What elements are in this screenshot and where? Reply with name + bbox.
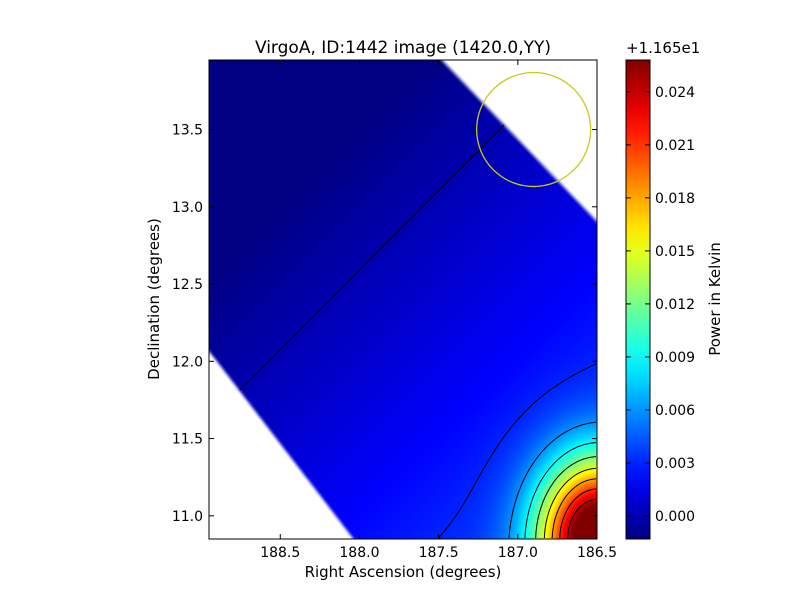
colorbar-tick-label: 0.018 (655, 191, 695, 207)
contour-line (559, 488, 597, 539)
colorbar-offset-text: +1.165e1 (626, 39, 700, 57)
contour-lines (239, 124, 597, 539)
colorbar-label: Power in Kelvin (706, 242, 724, 356)
colorbar-tick-label: 0.006 (655, 403, 695, 419)
colorbar-tick-label: 0.024 (655, 85, 695, 101)
colorbar-tick-label: 0.021 (655, 138, 695, 154)
colorbar-tick-label: 0.009 (655, 350, 695, 366)
x-tick-label: 188.5 (260, 545, 300, 561)
contour-line (543, 467, 597, 539)
plot-area (208, 59, 598, 540)
colorbar-tick-label: 0.003 (655, 456, 695, 472)
x-axis-label: Right Ascension (degrees) (305, 563, 502, 581)
plot-frame (208, 59, 598, 540)
heatmap-image (209, 60, 597, 539)
y-axis-ticks: 11.0 11.5 12.0 12.5 13.0 13.5 (172, 123, 597, 525)
y-tick-label: 11.0 (172, 509, 203, 525)
contour-line (567, 498, 597, 539)
source-circle-marker (475, 71, 592, 188)
contour-line (551, 478, 597, 539)
contour-line (524, 442, 597, 539)
contour-line (535, 456, 597, 539)
x-tick-label: 187.0 (498, 545, 538, 561)
x-tick-label: 188.0 (339, 545, 379, 561)
colorbar-frame (625, 59, 651, 540)
y-tick-label: 13.0 (172, 200, 203, 216)
y-tick-label: 11.5 (172, 432, 203, 448)
y-tick-label: 13.5 (172, 123, 203, 139)
colorbar-ticks: 0.000 0.003 0.006 0.009 0.012 0.015 0.018 0.021… (626, 85, 695, 525)
chart-title: VirgoA, ID:1442 image (1420.0,YY) (255, 38, 551, 58)
colorbar-tick-label: 0.012 (655, 297, 695, 313)
contour-line (438, 363, 597, 539)
x-tick-label: 187.5 (419, 545, 459, 561)
x-tick-label: 186.5 (577, 545, 617, 561)
contour-line (508, 421, 596, 539)
y-axis-label: Declination (degrees) (145, 218, 163, 380)
colorbar-gradient (626, 60, 650, 539)
y-tick-label: 12.0 (172, 354, 203, 370)
colorbar-tick-label: 0.015 (655, 244, 695, 260)
colorbar: 0.000 0.003 0.006 0.009 0.012 0.015 0.018 0.021… (625, 39, 724, 540)
y-tick-label: 12.5 (172, 277, 203, 293)
colorbar-tick-label: 0.000 (655, 509, 695, 525)
x-axis-ticks: 188.5 188.0 187.5 187.0 186.5 (260, 60, 617, 561)
contour-line (239, 124, 505, 391)
